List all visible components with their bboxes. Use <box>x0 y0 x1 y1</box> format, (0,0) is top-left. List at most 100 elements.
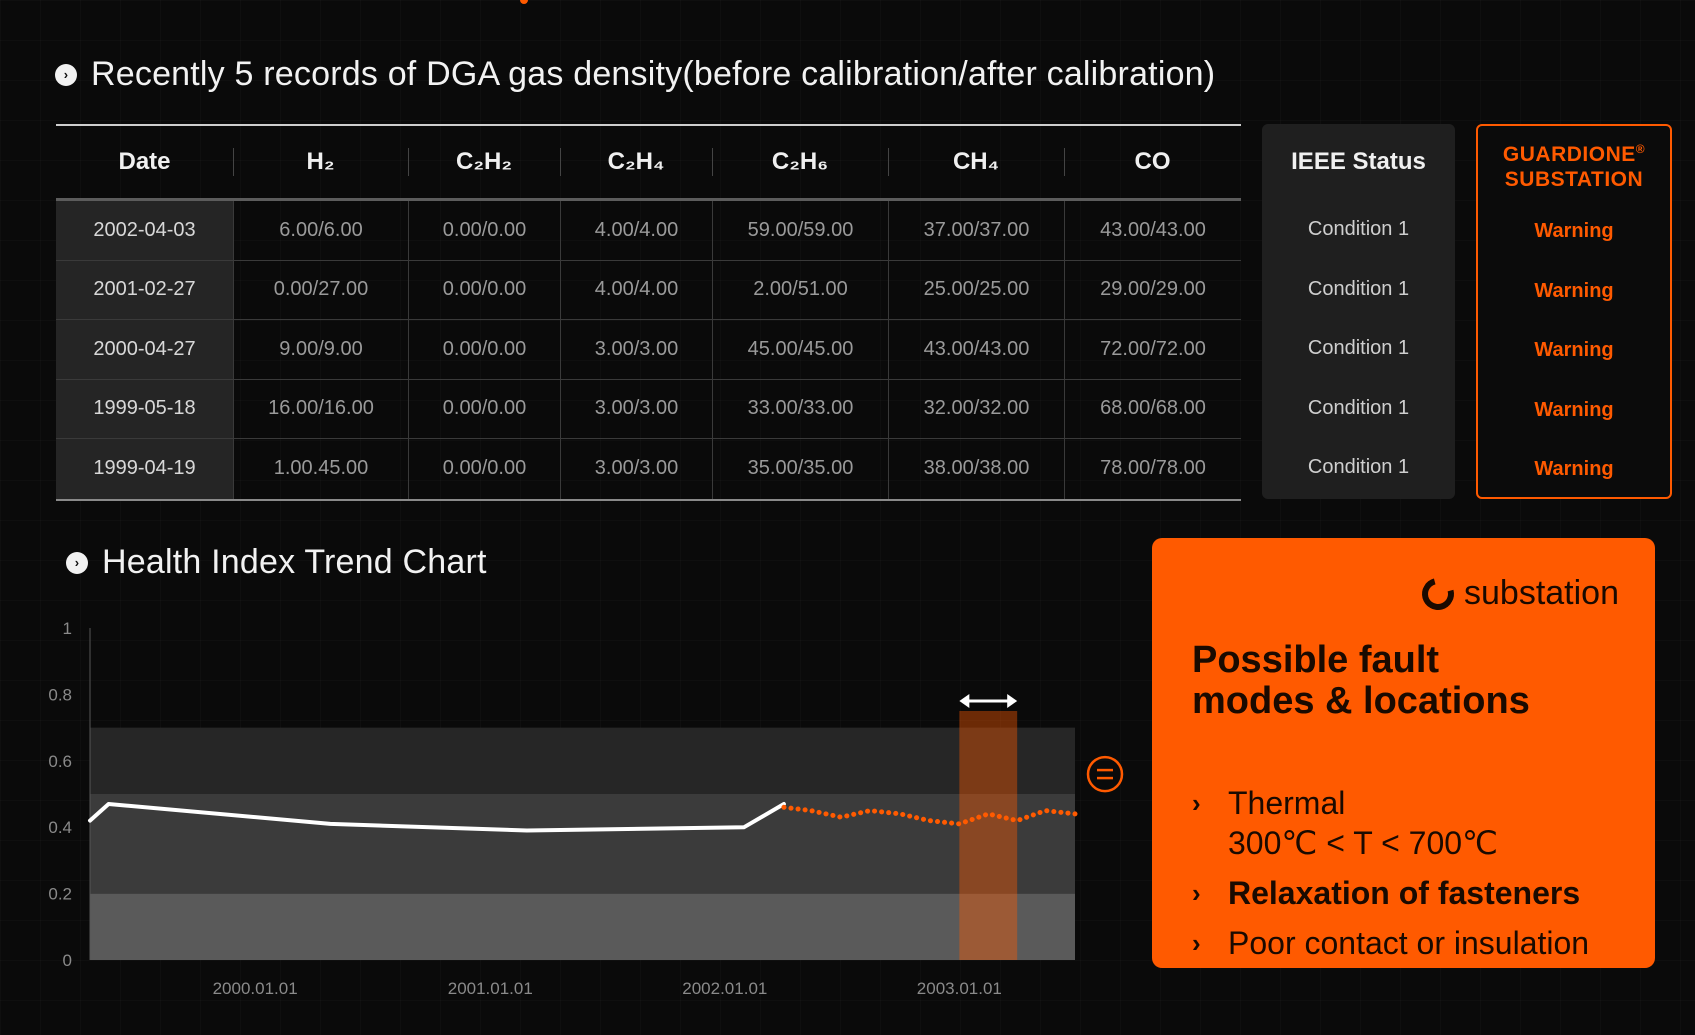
cell-c2h4: 4.00/4.00 <box>560 260 712 319</box>
circle-chevron-icon: › <box>55 63 77 86</box>
fault-item-detail: 300℃ < T < 700℃ <box>1228 825 1498 861</box>
cell-h2: 1.00.45.00 <box>233 439 408 499</box>
column-header-co: CO <box>1064 126 1241 198</box>
substation-brand: substation <box>1416 571 1619 616</box>
top-accent-mark <box>520 0 528 4</box>
cell-c2h4: 3.00/3.00 <box>560 439 712 499</box>
cell-ch4: 37.00/37.00 <box>888 201 1064 260</box>
cell-co: 72.00/72.00 <box>1064 320 1241 379</box>
dga-title-text: Recently 5 records of DGA gas density(be… <box>91 55 1216 93</box>
x-tick-label: 2002.01.01 <box>682 979 767 998</box>
x-tick-label: 2001.01.01 <box>448 979 533 998</box>
column-header-c2h2: C₂H₂ <box>408 126 560 198</box>
cell-h2: 6.00/6.00 <box>233 201 408 260</box>
health-index-chart: 0 0.2 0.4 0.6 0.8 1 2000.01.01 2001.01.01 2002.0… <box>30 600 1130 1010</box>
guardione-header-line2: SUBSTATION <box>1504 167 1644 191</box>
highlight-window <box>959 711 1018 960</box>
y-tick-label: 1 <box>63 619 72 638</box>
list-item: › Poor contact or insulation <box>1192 923 1632 963</box>
chart-band <box>90 727 1075 794</box>
guardione-status-panel: GUARDIONE® SUBSTATION Warning Warning Wa… <box>1476 124 1672 499</box>
cell-date: 1999-05-18 <box>56 379 233 438</box>
ieee-status-header: IEEE Status <box>1291 148 1426 175</box>
table-row: 1999-04-19 1.00.45.00 0.00/0.00 3.00/3.0… <box>56 439 1241 499</box>
cell-c2h2: 0.00/0.00 <box>408 379 560 438</box>
arrow-left-icon <box>959 694 970 709</box>
cell-c2h6: 33.00/33.00 <box>712 379 888 438</box>
fault-modes-panel: substation Possible fault modes & locati… <box>1152 538 1655 968</box>
cell-c2h6: 45.00/45.00 <box>712 320 888 379</box>
cell-co: 68.00/68.00 <box>1064 379 1241 438</box>
cell-c2h4: 3.00/3.00 <box>560 379 712 438</box>
circle-chevron-icon: › <box>66 551 88 574</box>
cell-c2h6: 2.00/51.00 <box>712 260 888 319</box>
cell-c2h2: 0.00/0.00 <box>408 320 560 379</box>
cell-c2h2: 0.00/0.00 <box>408 439 560 499</box>
health-index-section-title: › Health Index Trend Chart <box>66 543 487 582</box>
ieee-status-cell: Condition 1 <box>1307 337 1410 360</box>
cell-c2h4: 3.00/3.00 <box>560 320 712 379</box>
y-tick-label: 0.8 <box>48 685 72 704</box>
column-header-ch4: CH₄ <box>888 126 1064 198</box>
cell-date: 2001-02-27 <box>56 260 233 319</box>
table-row: 2002-04-03 6.00/6.00 0.00/0.00 4.00/4.00… <box>56 201 1241 261</box>
cell-c2h4: 4.00/4.00 <box>560 201 712 260</box>
forecast-series-line <box>781 804 1078 827</box>
dga-section-title: › Recently 5 records of DGA gas density(… <box>55 55 1215 94</box>
ieee-status-panel: IEEE Status Condition 1 Condition 1 Cond… <box>1262 124 1455 499</box>
chart-menu-icon <box>1086 755 1124 793</box>
cell-ch4: 25.00/25.00 <box>888 260 1064 319</box>
ieee-status-cell: Condition 1 <box>1307 218 1410 241</box>
fault-item-label: Poor contact or insulation <box>1228 925 1590 961</box>
table-row: 1999-05-18 16.00/16.00 0.00/0.00 3.00/3.… <box>56 379 1241 439</box>
chevron-right-icon: › <box>1192 878 1201 908</box>
guardione-warning-cell: Warning <box>1534 458 1614 481</box>
y-tick-label: 0.4 <box>48 818 72 837</box>
cell-date: 2000-04-27 <box>56 320 233 379</box>
list-item: › Thermal 300℃ < T < 700℃ <box>1192 783 1632 863</box>
guardione-header: GUARDIONE® SUBSTATION <box>1478 126 1670 202</box>
cell-ch4: 43.00/43.00 <box>888 320 1064 379</box>
fault-item-label: Relaxation of fasteners <box>1228 875 1581 911</box>
guardione-warning-cell: Warning <box>1534 398 1614 421</box>
fault-panel-title: Possible fault modes & locations <box>1192 639 1530 722</box>
arrow-right-icon <box>1007 694 1018 709</box>
cell-co: 29.00/29.00 <box>1064 260 1241 319</box>
health-index-chart-svg: 0 0.2 0.4 0.6 0.8 1 2000.01.01 2001.01.01 2002.0… <box>48 619 1124 998</box>
ieee-status-cell: Condition 1 <box>1307 277 1410 300</box>
cell-c2h6: 35.00/35.00 <box>712 439 888 499</box>
cell-h2: 16.00/16.00 <box>233 379 408 438</box>
guardione-header-line1: GUARDIONE® <box>1502 141 1646 166</box>
cell-c2h2: 0.00/0.00 <box>408 201 560 260</box>
cell-h2: 9.00/9.00 <box>233 320 408 379</box>
column-header-date: Date <box>118 148 171 175</box>
table-row: 2000-04-27 9.00/9.00 0.00/0.00 3.00/3.00… <box>56 320 1241 380</box>
fault-item-label: Thermal <box>1228 785 1346 821</box>
cell-ch4: 32.00/32.00 <box>888 379 1064 438</box>
column-header-c2h4: C₂H₄ <box>560 126 712 198</box>
table-row: 2001-02-27 0.00/27.00 0.00/0.00 4.00/4.0… <box>56 260 1241 320</box>
cell-ch4: 38.00/38.00 <box>888 439 1064 499</box>
chart-band <box>90 794 1075 894</box>
dga-table: Date H₂ C₂H₂ C₂H₄ C₂H₆ CH₄ CO 2002-04-03… <box>56 124 1241 501</box>
guardione-warning-cell: Warning <box>1534 220 1614 243</box>
cell-date: 2002-04-03 <box>56 201 233 260</box>
chevron-right-icon: › <box>1192 788 1201 818</box>
ieee-status-cell: Condition 1 <box>1307 396 1410 419</box>
substation-logo-icon <box>1416 571 1460 616</box>
column-header-c2h6: C₂H₆ <box>712 126 888 198</box>
guardione-warning-cell: Warning <box>1534 339 1614 362</box>
x-tick-label: 2000.01.01 <box>213 979 298 998</box>
chart-band <box>90 893 1075 960</box>
cell-c2h6: 59.00/59.00 <box>712 201 888 260</box>
x-tick-label: 2003.01.01 <box>917 979 1002 998</box>
health-index-title-text: Health Index Trend Chart <box>102 543 487 581</box>
y-tick-label: 0.6 <box>48 752 72 771</box>
guardione-warning-cell: Warning <box>1534 279 1614 302</box>
health-index-series-line <box>88 802 786 833</box>
cell-co: 78.00/78.00 <box>1064 439 1241 499</box>
chevron-right-icon: › <box>1192 928 1201 958</box>
brand-name: substation <box>1464 574 1619 612</box>
cell-co: 43.00/43.00 <box>1064 201 1241 260</box>
list-item: › Relaxation of fasteners <box>1192 873 1632 913</box>
